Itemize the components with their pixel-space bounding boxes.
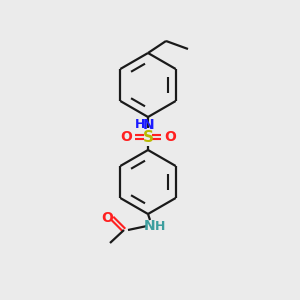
- Text: N: N: [143, 118, 155, 132]
- Text: H: H: [155, 220, 165, 232]
- Text: H: H: [135, 118, 145, 130]
- Text: O: O: [101, 211, 113, 225]
- Text: N: N: [144, 219, 156, 233]
- Text: O: O: [164, 130, 176, 144]
- Text: O: O: [120, 130, 132, 144]
- Text: S: S: [142, 130, 154, 145]
